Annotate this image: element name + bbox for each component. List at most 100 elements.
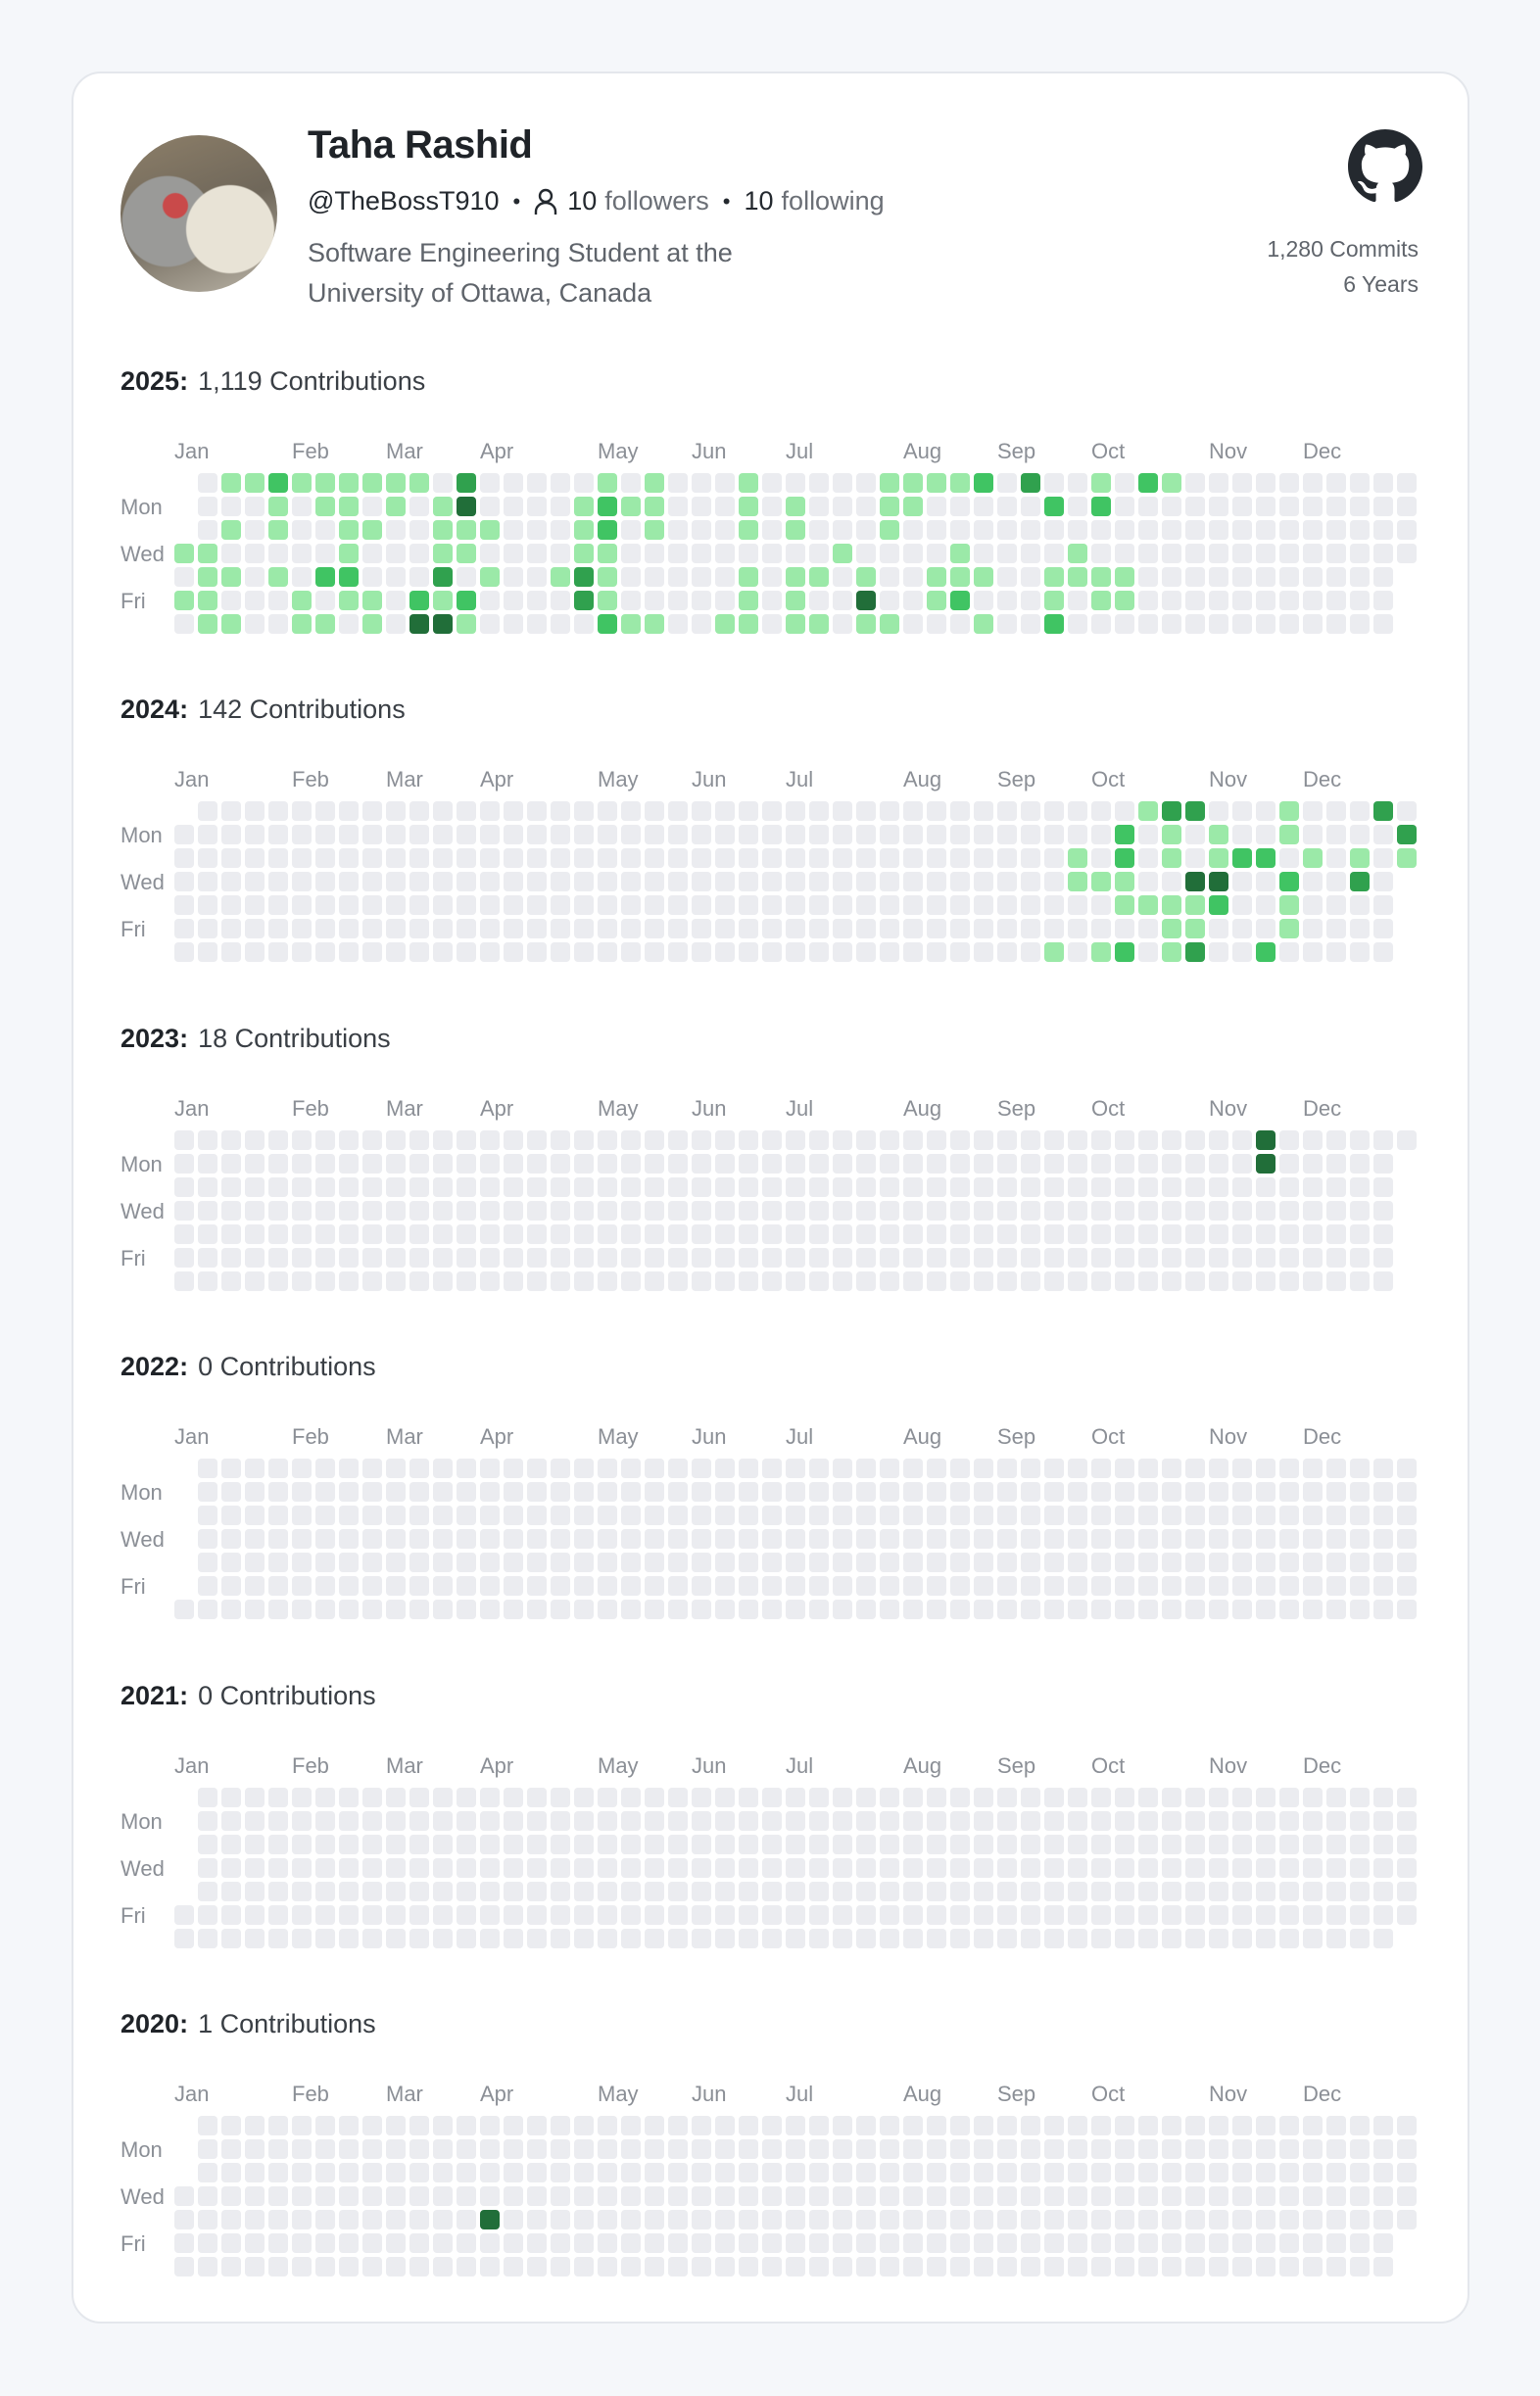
contribution-cell[interactable] [198,497,217,516]
contribution-cell[interactable] [1303,1857,1323,1878]
contribution-cell[interactable] [1044,1553,1064,1573]
contribution-cell[interactable] [1162,2233,1181,2253]
contribution-cell[interactable] [198,473,217,493]
contribution-cell[interactable] [504,2257,523,2276]
contribution-cell[interactable] [198,1904,217,1925]
contribution-cell[interactable] [1209,1176,1228,1197]
contribution-cell[interactable] [1373,614,1393,634]
contribution-cell[interactable] [1256,1506,1275,1526]
contribution-cell[interactable] [715,801,735,822]
contribution-cell[interactable] [1068,1529,1087,1550]
contribution-cell[interactable] [1350,2186,1370,2206]
contribution-cell[interactable] [1115,1247,1134,1268]
contribution-cell[interactable] [786,942,805,963]
contribution-cell[interactable] [950,1459,970,1479]
contribution-cell[interactable] [1021,1247,1040,1268]
contribution-cell[interactable] [315,1482,335,1503]
contribution-cell[interactable] [480,895,500,916]
contribution-cell[interactable] [903,1787,923,1807]
contribution-cell[interactable] [457,1857,476,1878]
contribution-cell[interactable] [315,2139,335,2159]
contribution-cell[interactable] [833,895,852,916]
contribution-cell[interactable] [903,2163,923,2182]
contribution-cell[interactable] [974,1904,993,1925]
contribution-cell[interactable] [292,1223,312,1244]
contribution-cell[interactable] [974,1247,993,1268]
contribution-cell[interactable] [880,1506,899,1526]
contribution-cell[interactable] [997,614,1017,634]
contribution-cell[interactable] [409,1270,429,1291]
contribution-cell[interactable] [856,1153,876,1174]
contribution-cell[interactable] [1044,1459,1064,1479]
contribution-cell[interactable] [292,497,312,516]
contribution-cell[interactable] [527,2186,547,2206]
contribution-cell[interactable] [457,2257,476,2276]
contribution-cell[interactable] [1326,1553,1346,1573]
contribution-cell[interactable] [315,497,335,516]
contribution-cell[interactable] [433,1247,453,1268]
contribution-cell[interactable] [1326,1506,1346,1526]
contribution-cell[interactable] [1303,1529,1323,1550]
contribution-cell[interactable] [997,473,1017,493]
contribution-cell[interactable] [1044,1506,1064,1526]
contribution-cell[interactable] [339,2210,359,2229]
contribution-cell[interactable] [974,1176,993,1197]
contribution-cell[interactable] [1397,1482,1417,1503]
contribution-cell[interactable] [786,872,805,892]
contribution-cell[interactable] [315,520,335,540]
contribution-cell[interactable] [903,872,923,892]
contribution-cell[interactable] [1138,591,1158,610]
contribution-cell[interactable] [1138,1787,1158,1807]
contribution-cell[interactable] [809,1810,829,1831]
contribution-cell[interactable] [598,2210,617,2229]
contribution-cell[interactable] [362,1270,382,1291]
contribution-cell[interactable] [598,1810,617,1831]
contribution-cell[interactable] [668,1857,688,1878]
contribution-cell[interactable] [1115,1200,1134,1221]
contribution-cell[interactable] [362,1881,382,1901]
contribution-cell[interactable] [809,1904,829,1925]
contribution-cell[interactable] [621,2210,641,2229]
contribution-cell[interactable] [621,591,641,610]
contribution-cell[interactable] [1326,1904,1346,1925]
contribution-cell[interactable] [1185,1787,1205,1807]
contribution-cell[interactable] [880,1810,899,1831]
contribution-cell[interactable] [1185,2116,1205,2135]
contribution-cell[interactable] [598,2233,617,2253]
contribution-cell[interactable] [621,1928,641,1948]
contribution-cell[interactable] [1373,1787,1393,1807]
contribution-cell[interactable] [903,1129,923,1150]
contribution-cell[interactable] [621,1270,641,1291]
contribution-cell[interactable] [480,2163,500,2182]
contribution-cell[interactable] [1373,848,1393,869]
contribution-cell[interactable] [1279,497,1299,516]
contribution-cell[interactable] [174,895,194,916]
contribution-cell[interactable] [974,1576,993,1597]
contribution-cell[interactable] [551,614,570,634]
contribution-cell[interactable] [268,1787,288,1807]
contribution-cell[interactable] [668,1881,688,1901]
contribution-cell[interactable] [1115,1904,1134,1925]
contribution-cell[interactable] [268,1810,288,1831]
contribution-cell[interactable] [668,1247,688,1268]
contribution-cell[interactable] [1162,567,1181,587]
contribution-cell[interactable] [645,942,664,963]
contribution-cell[interactable] [527,895,547,916]
contribution-cell[interactable] [997,1904,1017,1925]
contribution-cell[interactable] [1232,1176,1252,1197]
contribution-cell[interactable] [527,1529,547,1550]
contribution-cell[interactable] [1232,2257,1252,2276]
contribution-cell[interactable] [621,1600,641,1620]
contribution-cell[interactable] [574,1600,594,1620]
contribution-cell[interactable] [245,544,265,563]
contribution-cell[interactable] [362,2257,382,2276]
contribution-cell[interactable] [927,2186,946,2206]
contribution-cell[interactable] [668,1200,688,1221]
contribution-cell[interactable] [927,473,946,493]
contribution-cell[interactable] [504,1153,523,1174]
contribution-cell[interactable] [1115,1482,1134,1503]
contribution-cell[interactable] [1232,520,1252,540]
contribution-cell[interactable] [762,1129,782,1150]
contribution-cell[interactable] [268,2257,288,2276]
contribution-cell[interactable] [786,544,805,563]
